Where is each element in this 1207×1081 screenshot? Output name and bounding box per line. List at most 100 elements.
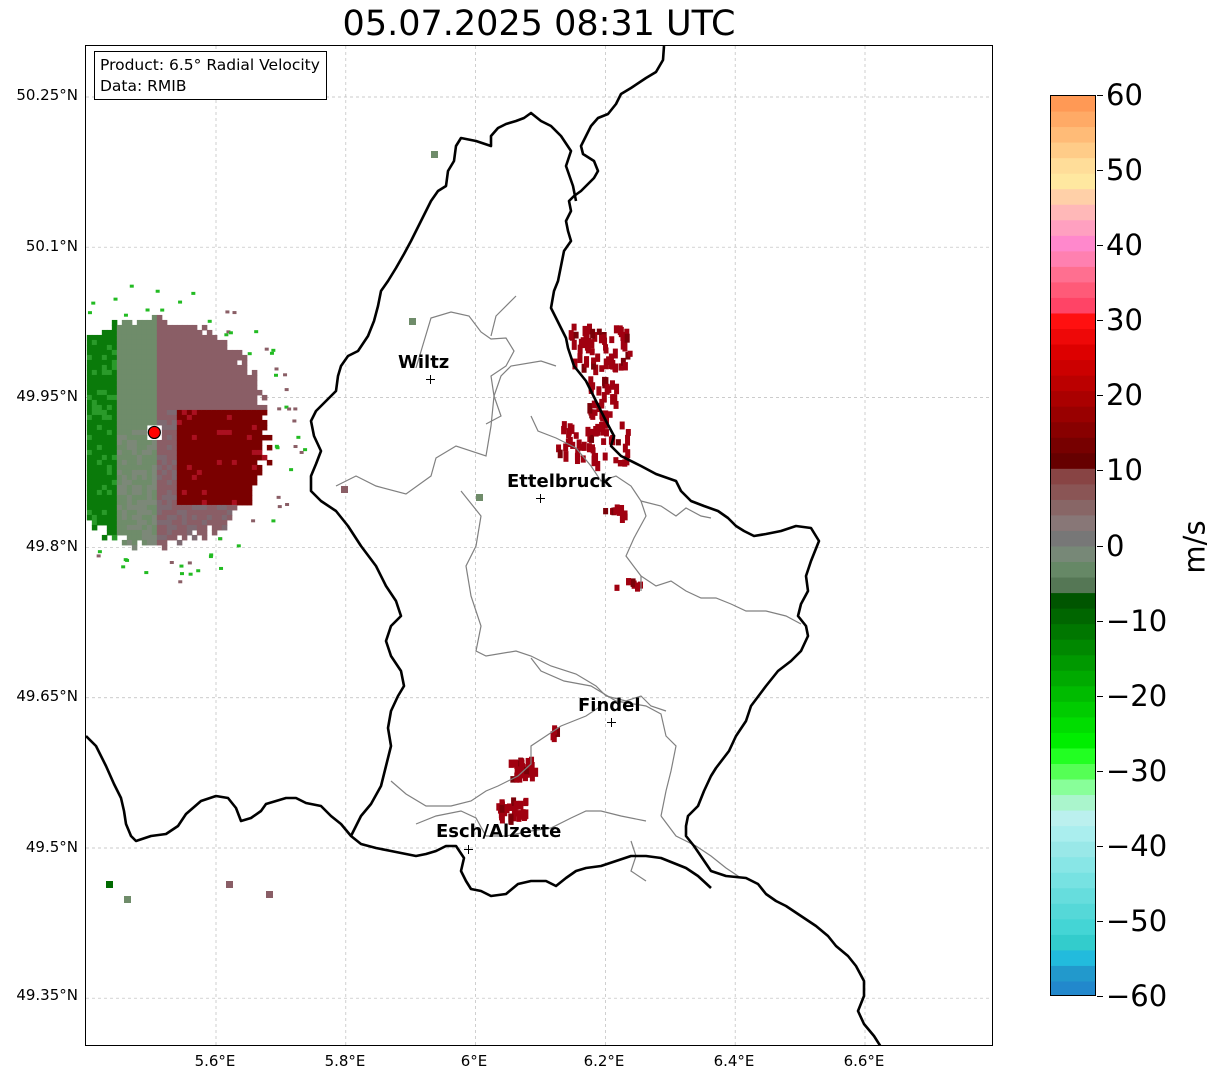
echo-cell-outbound <box>619 512 625 524</box>
echo-cell <box>131 414 138 421</box>
colorbar-segment <box>1051 950 1095 967</box>
map-canvas[interactable] <box>86 46 993 1046</box>
echo-cell <box>226 504 233 511</box>
echo-cell <box>111 529 118 536</box>
echo-cell <box>166 429 173 436</box>
colorbar-tick-mark <box>1097 245 1103 247</box>
echo-cell <box>176 504 183 511</box>
echo-cell <box>106 409 113 416</box>
echo-cell <box>166 439 173 446</box>
echo-cell-outbound <box>529 774 535 782</box>
echo-speckle <box>287 407 292 411</box>
echo-cell <box>136 334 143 341</box>
echo-cell <box>126 529 133 536</box>
echo-cell <box>101 344 108 351</box>
echo-cell <box>196 494 203 501</box>
echo-cell <box>111 349 118 356</box>
echo-cell <box>196 519 203 526</box>
echo-cell <box>96 479 103 486</box>
echo-cell <box>181 454 188 461</box>
echo-cell <box>241 399 248 406</box>
echo-cell <box>121 449 128 456</box>
echo-cell <box>121 494 128 501</box>
echo-cell <box>171 464 178 471</box>
echo-cell-outbound <box>567 436 573 446</box>
echo-cell-outbound <box>561 421 567 430</box>
echo-cell <box>211 439 218 446</box>
echo-cell <box>201 364 208 371</box>
echo-cell <box>146 419 153 426</box>
echo-cell <box>166 524 173 531</box>
echo-cell <box>211 449 218 456</box>
echo-cell <box>116 409 123 416</box>
echo-cell <box>231 419 238 426</box>
echo-cell <box>146 534 153 541</box>
colorbar-tick-label: 0 <box>1106 528 1125 563</box>
colorbar-segment <box>1051 158 1095 175</box>
radar-velocity-echoes <box>86 151 644 903</box>
echo-cell <box>91 334 98 341</box>
colorbar-segment <box>1051 406 1095 423</box>
echo-cell <box>206 359 213 366</box>
echo-cell <box>146 454 153 461</box>
echo-cell-outbound <box>622 362 628 371</box>
echo-cell <box>91 514 98 521</box>
echo-cell <box>126 494 133 501</box>
echo-cell <box>186 514 193 521</box>
echo-cell <box>236 449 243 456</box>
echo-cell <box>181 434 188 441</box>
echo-cell <box>186 489 193 496</box>
colorbar-segment <box>1051 282 1095 299</box>
map-title: 05.07.2025 08:31 UTC <box>342 4 736 44</box>
echo-cell <box>91 454 98 461</box>
echo-cell <box>236 384 243 391</box>
echo-cell <box>196 334 203 341</box>
radar-map[interactable]: Wiltz Ettelbruck Findel Esch/Alzette <box>85 45 993 1046</box>
echo-cell <box>146 389 153 396</box>
echo-cell <box>156 489 163 496</box>
echo-cell <box>161 329 168 336</box>
echo-cell <box>131 489 138 496</box>
echo-cell <box>111 439 118 446</box>
echo-cell <box>151 539 158 546</box>
echo-cell <box>111 504 118 511</box>
echo-cell <box>91 339 98 346</box>
echo-cell <box>176 529 183 536</box>
echo-cell <box>116 339 123 346</box>
echo-cell <box>206 344 213 351</box>
echo-cell <box>141 349 148 356</box>
echo-cell <box>141 409 148 416</box>
echo-cell <box>201 339 208 346</box>
echo-cell <box>111 454 118 461</box>
colorbar-tick-label: −60 <box>1106 979 1168 1013</box>
echo-cell <box>216 419 223 426</box>
echo-cell <box>181 324 188 331</box>
echo-cell <box>121 344 128 351</box>
echo-cell-outbound <box>602 421 608 429</box>
echo-cell <box>196 339 203 346</box>
echo-cell <box>176 329 183 336</box>
echo-cell <box>141 344 148 351</box>
echo-cell <box>221 504 228 511</box>
colorbar-tick-mark <box>1097 95 1103 96</box>
echo-cell <box>131 334 138 341</box>
echo-cell <box>161 489 168 496</box>
echo-cell <box>261 434 268 441</box>
echo-cell <box>251 384 258 391</box>
echo-cell <box>211 399 218 406</box>
echo-cell <box>201 474 208 481</box>
echo-cell <box>91 429 98 436</box>
echo-cell <box>111 484 118 491</box>
echo-cell <box>151 439 158 446</box>
echo-cell <box>126 364 133 371</box>
echo-cell-outbound <box>588 428 594 436</box>
echo-cell <box>236 424 243 431</box>
echo-cell <box>216 409 223 416</box>
echo-cell <box>196 379 203 386</box>
echo-cell <box>111 384 118 391</box>
echo-cell <box>226 424 233 431</box>
echo-cell <box>111 369 118 376</box>
echo-cell <box>106 449 113 456</box>
echo-speckle <box>178 580 183 584</box>
echo-cell <box>111 394 118 401</box>
